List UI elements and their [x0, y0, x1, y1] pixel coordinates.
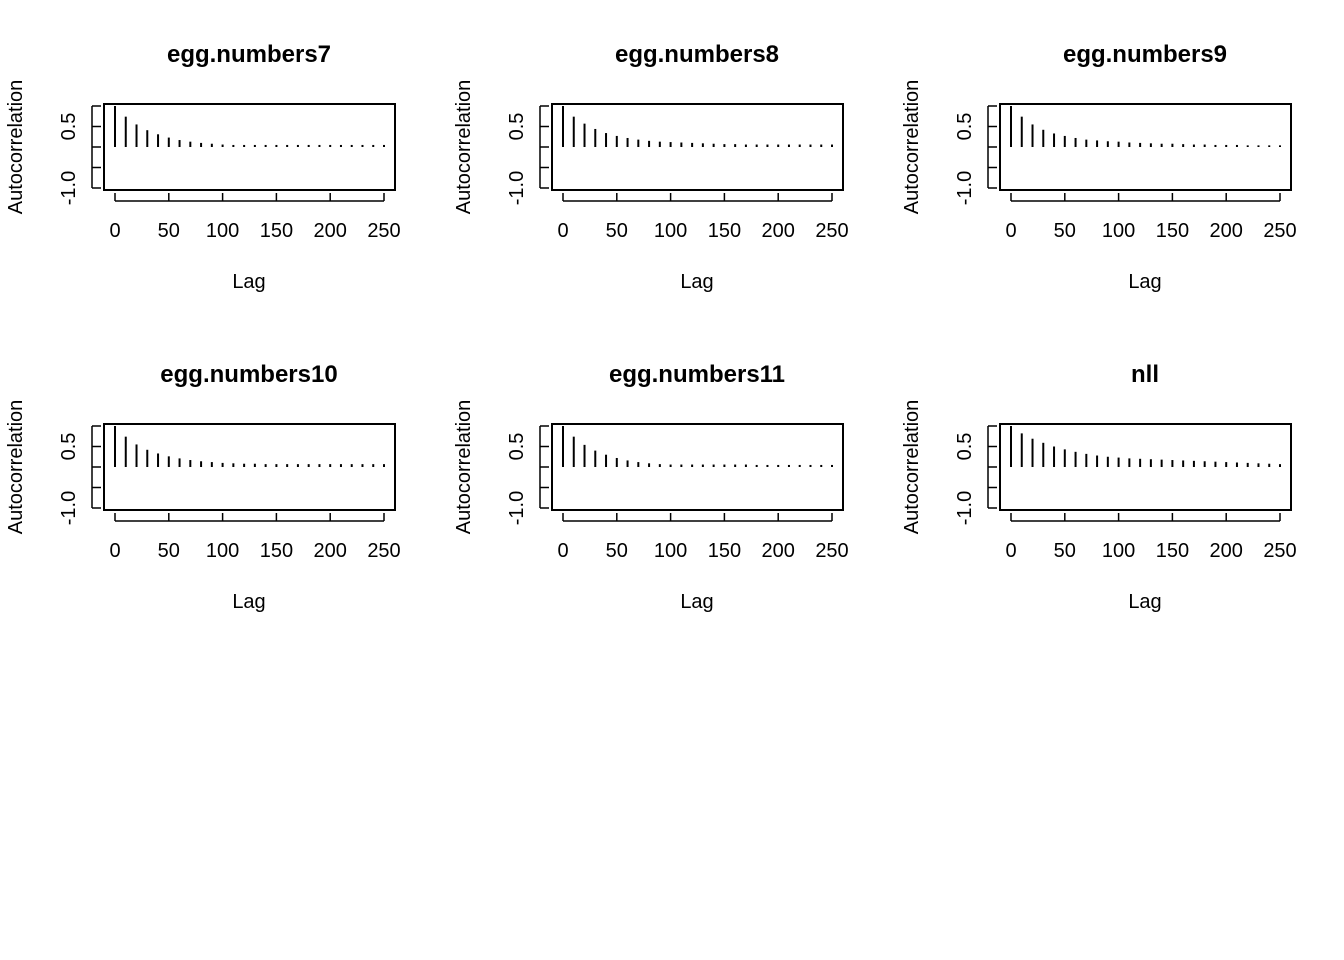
plot-frame [999, 423, 1292, 511]
x-tick-label: 0 [557, 220, 568, 242]
x-tick-label: 50 [158, 220, 180, 242]
plot-frame [999, 103, 1292, 191]
x-tick-label: 150 [260, 540, 293, 562]
x-tick-label: 250 [815, 540, 848, 562]
acf-panel: egg.numbers7 0 50 100 150 200 250 -1.0 0.5 Lag Aut… [5, 41, 401, 293]
x-tick-label: 150 [260, 220, 293, 242]
plot-frame [103, 103, 396, 191]
y-tick-label: -1.0 [954, 171, 976, 205]
y-tick-label: 0.5 [954, 433, 976, 461]
y-axis-label: Autocorrelation [453, 400, 475, 535]
y-tick-label: 0.5 [506, 433, 528, 461]
chart-title: egg.numbers9 [1063, 41, 1227, 68]
x-tick-label: 250 [1263, 220, 1296, 242]
y-axis-label: Autocorrelation [5, 400, 27, 535]
x-axis-label: Lag [680, 591, 713, 613]
x-tick-label: 100 [654, 220, 687, 242]
x-tick-label: 200 [1210, 540, 1243, 562]
plot-frame [551, 423, 844, 511]
y-tick-label: -1.0 [58, 491, 80, 525]
acf-panel: egg.numbers9 0 50 100 150 200 250 -1.0 0.5 Lag Aut… [901, 41, 1297, 293]
x-tick-label: 0 [109, 540, 120, 562]
x-tick-label: 150 [708, 220, 741, 242]
y-axis-label: Autocorrelation [453, 80, 475, 215]
x-tick-label: 250 [815, 220, 848, 242]
x-tick-label: 100 [1102, 540, 1135, 562]
y-tick-label: 0.5 [58, 433, 80, 461]
chart-title: egg.numbers10 [160, 361, 337, 388]
y-tick-label: -1.0 [506, 171, 528, 205]
x-tick-label: 0 [1005, 540, 1016, 562]
x-tick-label: 250 [367, 540, 400, 562]
x-tick-label: 50 [1054, 220, 1076, 242]
x-tick-label: 200 [762, 220, 795, 242]
x-tick-label: 250 [367, 220, 400, 242]
x-tick-label: 200 [762, 540, 795, 562]
plot-frame [551, 103, 844, 191]
x-tick-label: 100 [206, 540, 239, 562]
x-tick-label: 50 [606, 540, 628, 562]
y-tick-label: -1.0 [58, 171, 80, 205]
plot-frame [103, 423, 396, 511]
x-axis-label: Lag [232, 271, 265, 293]
x-axis-label: Lag [232, 591, 265, 613]
chart-title: egg.numbers8 [615, 41, 779, 68]
y-axis-label: Autocorrelation [901, 80, 923, 215]
acf-panel: egg.numbers11 0 50 100 150 200 250 -1.0 0.5 Lag Au… [453, 361, 849, 613]
x-tick-label: 150 [1156, 540, 1189, 562]
chart-title: egg.numbers11 [609, 361, 785, 388]
x-tick-label: 50 [158, 540, 180, 562]
chart-title: egg.numbers7 [167, 41, 331, 68]
x-axis-label: Lag [1128, 591, 1161, 613]
x-tick-label: 0 [109, 220, 120, 242]
x-tick-label: 100 [654, 540, 687, 562]
x-tick-label: 50 [1054, 540, 1076, 562]
y-tick-label: 0.5 [58, 113, 80, 141]
y-axis-label: Autocorrelation [5, 80, 27, 215]
y-tick-label: -1.0 [954, 491, 976, 525]
x-tick-label: 150 [708, 540, 741, 562]
x-tick-label: 50 [606, 220, 628, 242]
acf-panel: egg.numbers10 0 50 100 150 200 250 -1.0 0.5 Lag Au… [5, 361, 401, 613]
y-tick-label: 0.5 [954, 113, 976, 141]
x-tick-label: 200 [314, 220, 347, 242]
x-tick-label: 200 [1210, 220, 1243, 242]
y-axis-label: Autocorrelation [901, 400, 923, 535]
x-tick-label: 100 [1102, 220, 1135, 242]
y-tick-label: 0.5 [506, 113, 528, 141]
acf-panel: egg.numbers8 0 50 100 150 200 250 -1.0 0.5 Lag Aut… [453, 41, 849, 293]
x-tick-label: 250 [1263, 540, 1296, 562]
acf-panel: nll 0 50 100 150 200 250 -1.0 0.5 Lag Autocorrelat… [901, 361, 1297, 613]
y-tick-label: -1.0 [506, 491, 528, 525]
x-axis-label: Lag [680, 271, 713, 293]
x-tick-label: 0 [1005, 220, 1016, 242]
x-tick-label: 200 [314, 540, 347, 562]
x-axis-label: Lag [1128, 271, 1161, 293]
x-tick-label: 150 [1156, 220, 1189, 242]
x-tick-label: 100 [206, 220, 239, 242]
x-tick-label: 0 [557, 540, 568, 562]
chart-title: nll [1131, 361, 1159, 388]
